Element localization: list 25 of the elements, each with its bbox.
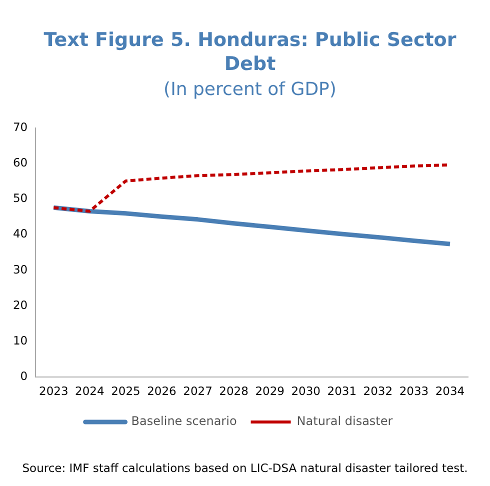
x-tick-label: 2025 — [111, 384, 140, 398]
x-tick-label: 2031 — [327, 384, 357, 398]
x-tick-label: 2028 — [219, 384, 248, 398]
y-tick-label: 10 — [12, 334, 28, 348]
x-tick-label: 2032 — [363, 384, 393, 398]
x-tick-label: 2034 — [435, 384, 465, 398]
x-tick-label: 2027 — [183, 384, 212, 398]
y-tick-label: 20 — [12, 298, 28, 312]
x-tick-label: 2023 — [39, 384, 68, 398]
chart-subtitle: (In percent of GDP) — [162, 79, 338, 100]
legend-label: Natural disaster — [296, 414, 393, 428]
y-tick-label: 30 — [12, 262, 28, 276]
chart-title: Text Figure 5. Honduras: Public Sector Debt — [42, 28, 458, 76]
x-tick-label: 2033 — [399, 384, 429, 398]
y-tick-label: 40 — [12, 226, 28, 241]
y-tick-label: 60 — [12, 156, 28, 170]
x-tick-label: 2026 — [147, 384, 176, 398]
y-tick-label: 0 — [20, 369, 28, 384]
x-tick-label: 2024 — [75, 384, 104, 398]
source-note: Source: IMF staff calculations based on LIC-DSA natural disaster tailored test. — [21, 461, 469, 475]
x-tick-label: 2029 — [255, 384, 284, 398]
y-tick-label: 70 — [12, 120, 28, 134]
legend-label: Baseline scenario — [131, 414, 237, 428]
y-tick-label: 50 — [12, 191, 28, 206]
x-tick-label: 2030 — [291, 384, 321, 398]
